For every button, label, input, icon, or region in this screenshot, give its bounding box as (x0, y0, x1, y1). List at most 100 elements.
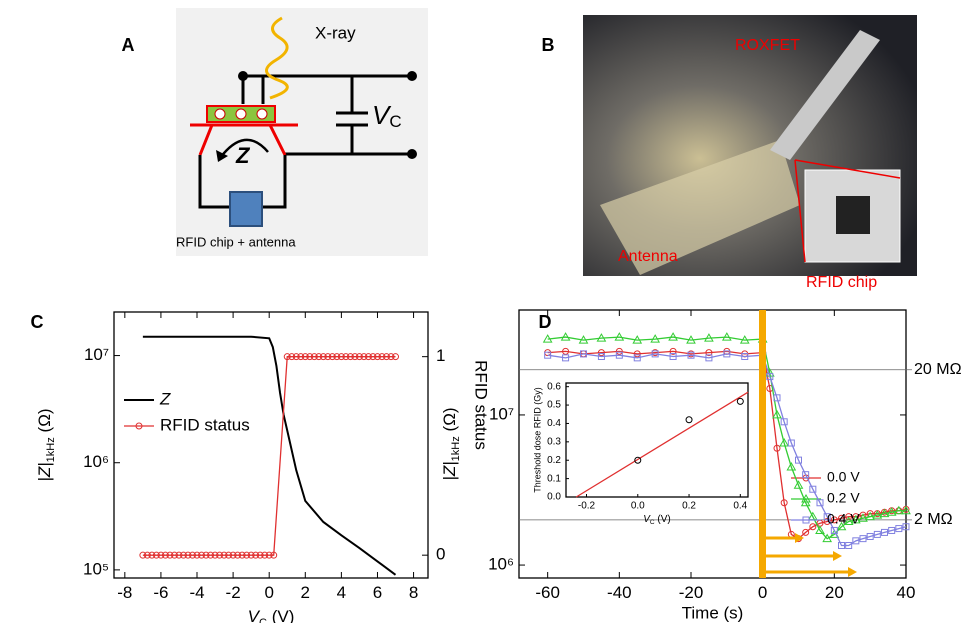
data-point (858, 513, 868, 522)
data-point (207, 551, 215, 559)
data-point (780, 418, 788, 426)
data-point (184, 551, 192, 559)
data-point (802, 471, 810, 479)
y-tick-label: 0.0 (547, 492, 561, 503)
data-point (597, 353, 605, 361)
fit-line (575, 391, 749, 498)
data-point (809, 523, 817, 531)
dose-annotation (759, 310, 857, 578)
data-point (310, 353, 318, 361)
axis-label: Threshold dose RFID (Gy) (532, 387, 542, 493)
x-tick-label: -60 (535, 583, 560, 602)
data-point (225, 551, 233, 559)
data-point (256, 551, 264, 559)
data-point (633, 350, 641, 358)
data-point (773, 394, 781, 402)
current-arrow (219, 138, 269, 159)
data-point (148, 551, 156, 559)
data-point (773, 444, 781, 452)
data-point (850, 514, 861, 524)
y2-axis-label: RFID status (472, 360, 491, 450)
x-tick-label: -20 (679, 583, 704, 602)
data-point (736, 397, 744, 405)
axis-label: VC (V) (643, 514, 670, 526)
node (238, 71, 248, 81)
transistor (190, 123, 298, 156)
data-point (838, 514, 845, 522)
data-point (220, 551, 228, 559)
data-point (723, 350, 731, 358)
callout-line (794, 159, 806, 263)
data-point (816, 499, 824, 507)
data-point (143, 551, 151, 559)
charge (214, 108, 226, 120)
legend-marker (802, 516, 810, 524)
data-point (830, 526, 838, 534)
arrowhead (216, 150, 228, 162)
legend-label: RFID status (160, 415, 250, 434)
data-point (741, 353, 749, 361)
x-tick-label: -4 (189, 583, 204, 602)
data-point (378, 353, 386, 361)
y-tick-label: 0.3 (547, 436, 561, 447)
circuit-wires (198, 155, 287, 209)
y-tick-label: 10⁷ (489, 404, 514, 423)
legend-label: Z (159, 389, 171, 408)
label: VC (372, 100, 402, 132)
data-point (170, 551, 178, 559)
data-point (373, 353, 381, 361)
charge (235, 108, 247, 120)
data-point (879, 508, 890, 518)
data-point (686, 335, 696, 344)
data-point (139, 551, 147, 559)
data-point (360, 353, 368, 361)
x-tick-label: 0.4 (733, 501, 747, 512)
data-point (779, 438, 790, 447)
y-tick-label: 10⁵ (83, 559, 109, 578)
data-point (873, 530, 881, 538)
data-point (888, 526, 896, 534)
circuit-wires (241, 74, 412, 156)
data-point (315, 353, 323, 361)
legend-label: 0.2 V (827, 490, 860, 506)
label: RFID chip + antenna (176, 234, 296, 249)
dose-arrow (766, 536, 848, 574)
axis-label: Time (s) (682, 603, 744, 622)
y-tick-label: 10⁶ (488, 555, 514, 574)
data-point (544, 351, 552, 359)
label: RFID chip (806, 274, 877, 291)
data-point (198, 551, 206, 559)
y-tick-label: 0.4 (547, 418, 561, 429)
charge (256, 108, 268, 120)
data-point (815, 525, 825, 534)
data-point (324, 353, 332, 361)
data-point (580, 350, 587, 358)
data-point (542, 334, 553, 343)
data-point (297, 353, 305, 361)
data-point (265, 551, 273, 559)
data-point (261, 551, 269, 559)
data-point (838, 541, 845, 549)
x-tick-label: -0.2 (578, 501, 596, 512)
data-point (615, 351, 623, 359)
label: X-ray (315, 23, 356, 42)
x-ray-wave (265, 16, 289, 100)
data-point (704, 333, 714, 342)
data-point (189, 551, 196, 559)
y-tick-label: 0.2 (547, 455, 561, 466)
data-point (780, 499, 788, 507)
data-point (669, 353, 677, 361)
reference-label: 20 MΩ (914, 361, 962, 378)
data-point (288, 353, 296, 361)
y-tick-label: 0.6 (547, 381, 561, 392)
data-point (157, 551, 165, 559)
axis-label-part: (V) (655, 514, 671, 525)
data-point (364, 353, 372, 361)
data-point (247, 551, 255, 559)
data-point (333, 353, 341, 361)
panel-letter: D (539, 312, 552, 332)
label: ROXFET (735, 37, 800, 54)
label: Z (235, 143, 251, 168)
data-point (229, 551, 237, 559)
